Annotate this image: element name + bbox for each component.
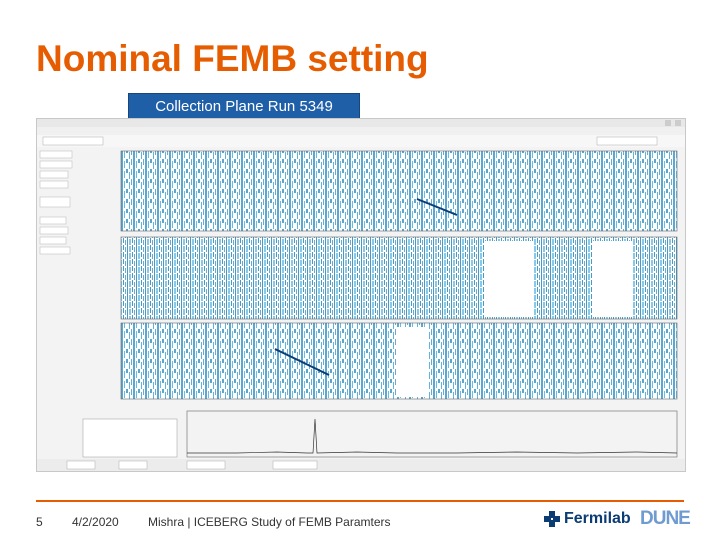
- plot-caption: Collection Plane Run 5349: [128, 93, 360, 120]
- slide-title: Nominal FEMB setting: [36, 38, 429, 79]
- control-panel: [37, 147, 107, 457]
- fermilab-mark-icon: [544, 511, 560, 527]
- window-title-bar: [37, 119, 685, 127]
- fermilab-logo: Fermilab: [544, 510, 631, 528]
- menu-bar: [37, 127, 685, 135]
- plot-panel-top: [121, 151, 677, 231]
- footer-divider: [36, 500, 684, 502]
- event-display-screenshot: [36, 118, 686, 472]
- page-number: 5: [36, 515, 43, 529]
- fermilab-logo-text: Fermilab: [564, 510, 631, 527]
- dune-logo: DUNE: [640, 508, 691, 529]
- plot-panel-middle: [121, 237, 677, 319]
- author-line: Mishra | ICEBERG Study of FEMB Paramters: [148, 515, 391, 529]
- toolbar: [37, 135, 685, 147]
- slide-date: 4/2/2020: [72, 515, 119, 529]
